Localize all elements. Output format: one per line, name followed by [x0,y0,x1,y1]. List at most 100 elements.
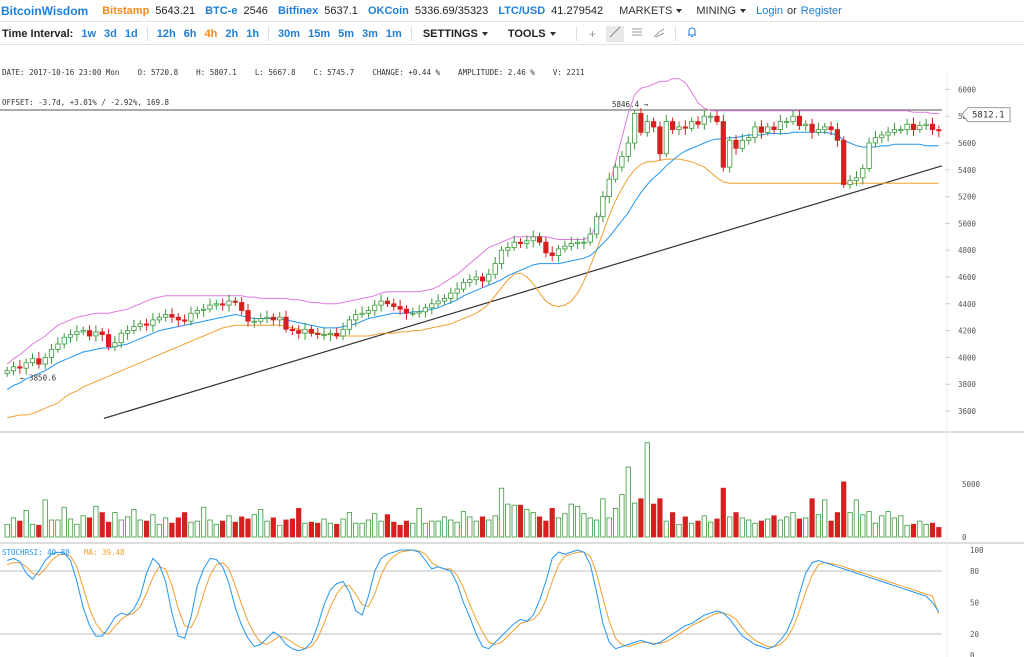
volume-bar [321,518,327,538]
volume-bar [67,518,74,538]
candle-body [327,332,334,335]
interval-1h[interactable]: 1h [246,27,260,40]
market-bitfinex[interactable]: Bitfinex 5637.1 [278,5,358,17]
candle-body [695,121,701,125]
line-tool-icon[interactable] [605,25,624,42]
chevron-down-icon [676,8,683,13]
volume-bar [188,521,194,538]
interval-6h[interactable]: 6h [183,27,197,40]
market-btce[interactable]: BTC-e 2546 [205,5,268,17]
candle-body [48,348,55,358]
stochrsi-tick-label: 50 [970,599,980,608]
candle-body [517,241,524,244]
interval-1d[interactable]: 1d [124,27,138,40]
ohlc-line: DATE: 2017-10-16 23:00 Mon O: 5720.8 H: … [2,68,585,77]
candle-body [162,314,169,318]
volume-bar [910,523,917,538]
divider [575,26,577,41]
volume-bar [720,487,726,538]
volume-bar [841,481,847,538]
candle-body [815,129,822,133]
tools-label: TOOLS [507,27,546,40]
candle-body [296,330,302,334]
interval-4h[interactable]: 4h [204,27,218,40]
candle-body [714,115,720,122]
candle-body [536,236,543,243]
horizontal-lines-icon[interactable] [628,26,646,42]
candle-body [219,303,226,306]
price-tick-label: 4800 [958,246,977,255]
stochrsi-ma-label: MA: 39.48 [84,548,125,557]
volume-bar [606,517,612,538]
markets-menu[interactable]: MARKETS [619,5,683,17]
candle-body [796,115,803,126]
market-price: 5637.1 [324,4,358,17]
interval-2h[interactable]: 2h [225,27,239,40]
interval-1w[interactable]: 1w [81,27,97,40]
bell-icon[interactable] [683,26,701,42]
volume-bar [562,513,568,538]
market-price: 5336.69/35323 [414,4,489,17]
volume-bar [575,505,581,538]
candle-body [568,243,574,247]
volume-bar [644,442,650,538]
tools-dropdown[interactable]: TOOLS [508,28,556,40]
settings-label: SETTINGS [422,27,478,40]
volume-bar [169,522,175,538]
plus-icon[interactable]: + [589,26,597,41]
volume-bar [847,512,853,538]
candle-body [613,166,619,180]
market-okcoin[interactable]: OKCoin 5336.69/35323 [368,5,488,17]
brand-logo[interactable]: BitcoinWisdom [1,3,89,18]
volume-bar [581,513,587,538]
candle-body [606,178,612,197]
candle-body [200,308,207,311]
interval-15m[interactable]: 15m [308,27,331,40]
moving-average-line [6,131,939,391]
interval-3d[interactable]: 3d [104,27,117,40]
market-ltcusd[interactable]: LTC/USD 41.279542 [498,5,603,17]
candle-body [670,121,676,130]
candle-body [841,139,847,185]
volume-bar [708,521,714,538]
volume-bar [346,512,353,538]
candle-body [441,297,448,302]
register-link[interactable]: Register [800,4,842,17]
interval-3m[interactable]: 3m [362,27,378,40]
market-name: BTC-e [205,4,238,17]
candle-body [42,356,48,365]
candle-body [498,249,505,264]
volume-bar [752,522,758,538]
candle-body [175,316,181,321]
candle-body [378,300,384,306]
interval-30m[interactable]: 30m [278,27,301,40]
volume-bar [543,520,549,538]
candle-body [416,311,422,314]
candle-body [74,331,80,335]
candle-body [828,126,834,131]
market-bitstamp[interactable]: Bitstamp 5643.21 [102,5,195,17]
candle-body [270,316,276,321]
login-link[interactable]: Login [756,4,784,17]
price-tick-label: 4000 [958,353,977,362]
volume-bar [524,508,530,538]
candle-body [429,303,435,309]
volume-bar [359,522,365,538]
interval-5m[interactable]: 5m [338,27,355,40]
volume-bar [125,516,131,538]
chevron-down-icon [481,31,488,36]
interval-1m[interactable]: 1m [385,27,402,40]
volume-bar [765,518,771,538]
volume-bar [391,521,397,538]
mining-menu[interactable]: MINING [696,5,747,17]
volume-bar [872,522,879,538]
settings-dropdown[interactable]: SETTINGS [423,28,488,40]
volume-bar [302,522,308,538]
candle-body [213,303,219,306]
stochrsi-tick-label: 100 [970,546,984,555]
candle-body [67,334,74,338]
interval-12h[interactable]: 12h [156,27,176,40]
volume-bar [378,520,384,538]
market-name: Bitstamp [102,4,150,17]
brush-icon[interactable] [650,26,668,42]
